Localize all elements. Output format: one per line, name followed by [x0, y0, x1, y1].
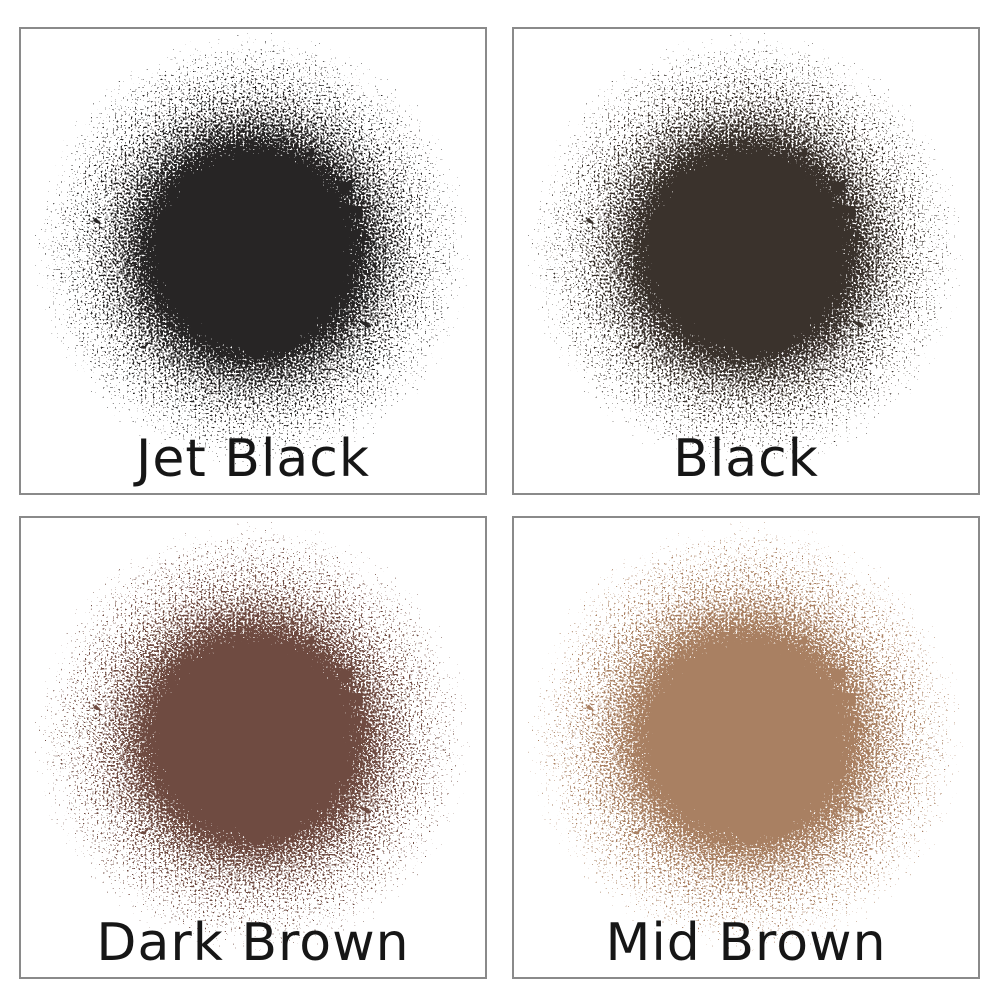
splatter-fill — [21, 518, 485, 977]
swatch-label-black: Black — [673, 429, 819, 489]
swatch-panel-jet-black: Jet Black — [19, 27, 487, 495]
powder-splatter-jet-black — [21, 29, 485, 493]
swatch-label-jet-black: Jet Black — [136, 429, 370, 489]
powder-splatter-dark-brown — [21, 518, 485, 977]
swatch-panel-dark-brown: Dark Brown — [19, 516, 487, 979]
powder-splatter-mid-brown — [514, 518, 978, 977]
splatter-fill — [514, 29, 978, 493]
powder-splatter-black — [514, 29, 978, 493]
swatch-label-dark-brown: Dark Brown — [96, 913, 410, 973]
splatter-fill — [21, 29, 485, 493]
swatch-panel-black: Black — [512, 27, 980, 495]
swatch-panel-mid-brown: Mid Brown — [512, 516, 980, 979]
swatch-label-mid-brown: Mid Brown — [605, 913, 887, 973]
splatter-fill — [514, 518, 978, 977]
